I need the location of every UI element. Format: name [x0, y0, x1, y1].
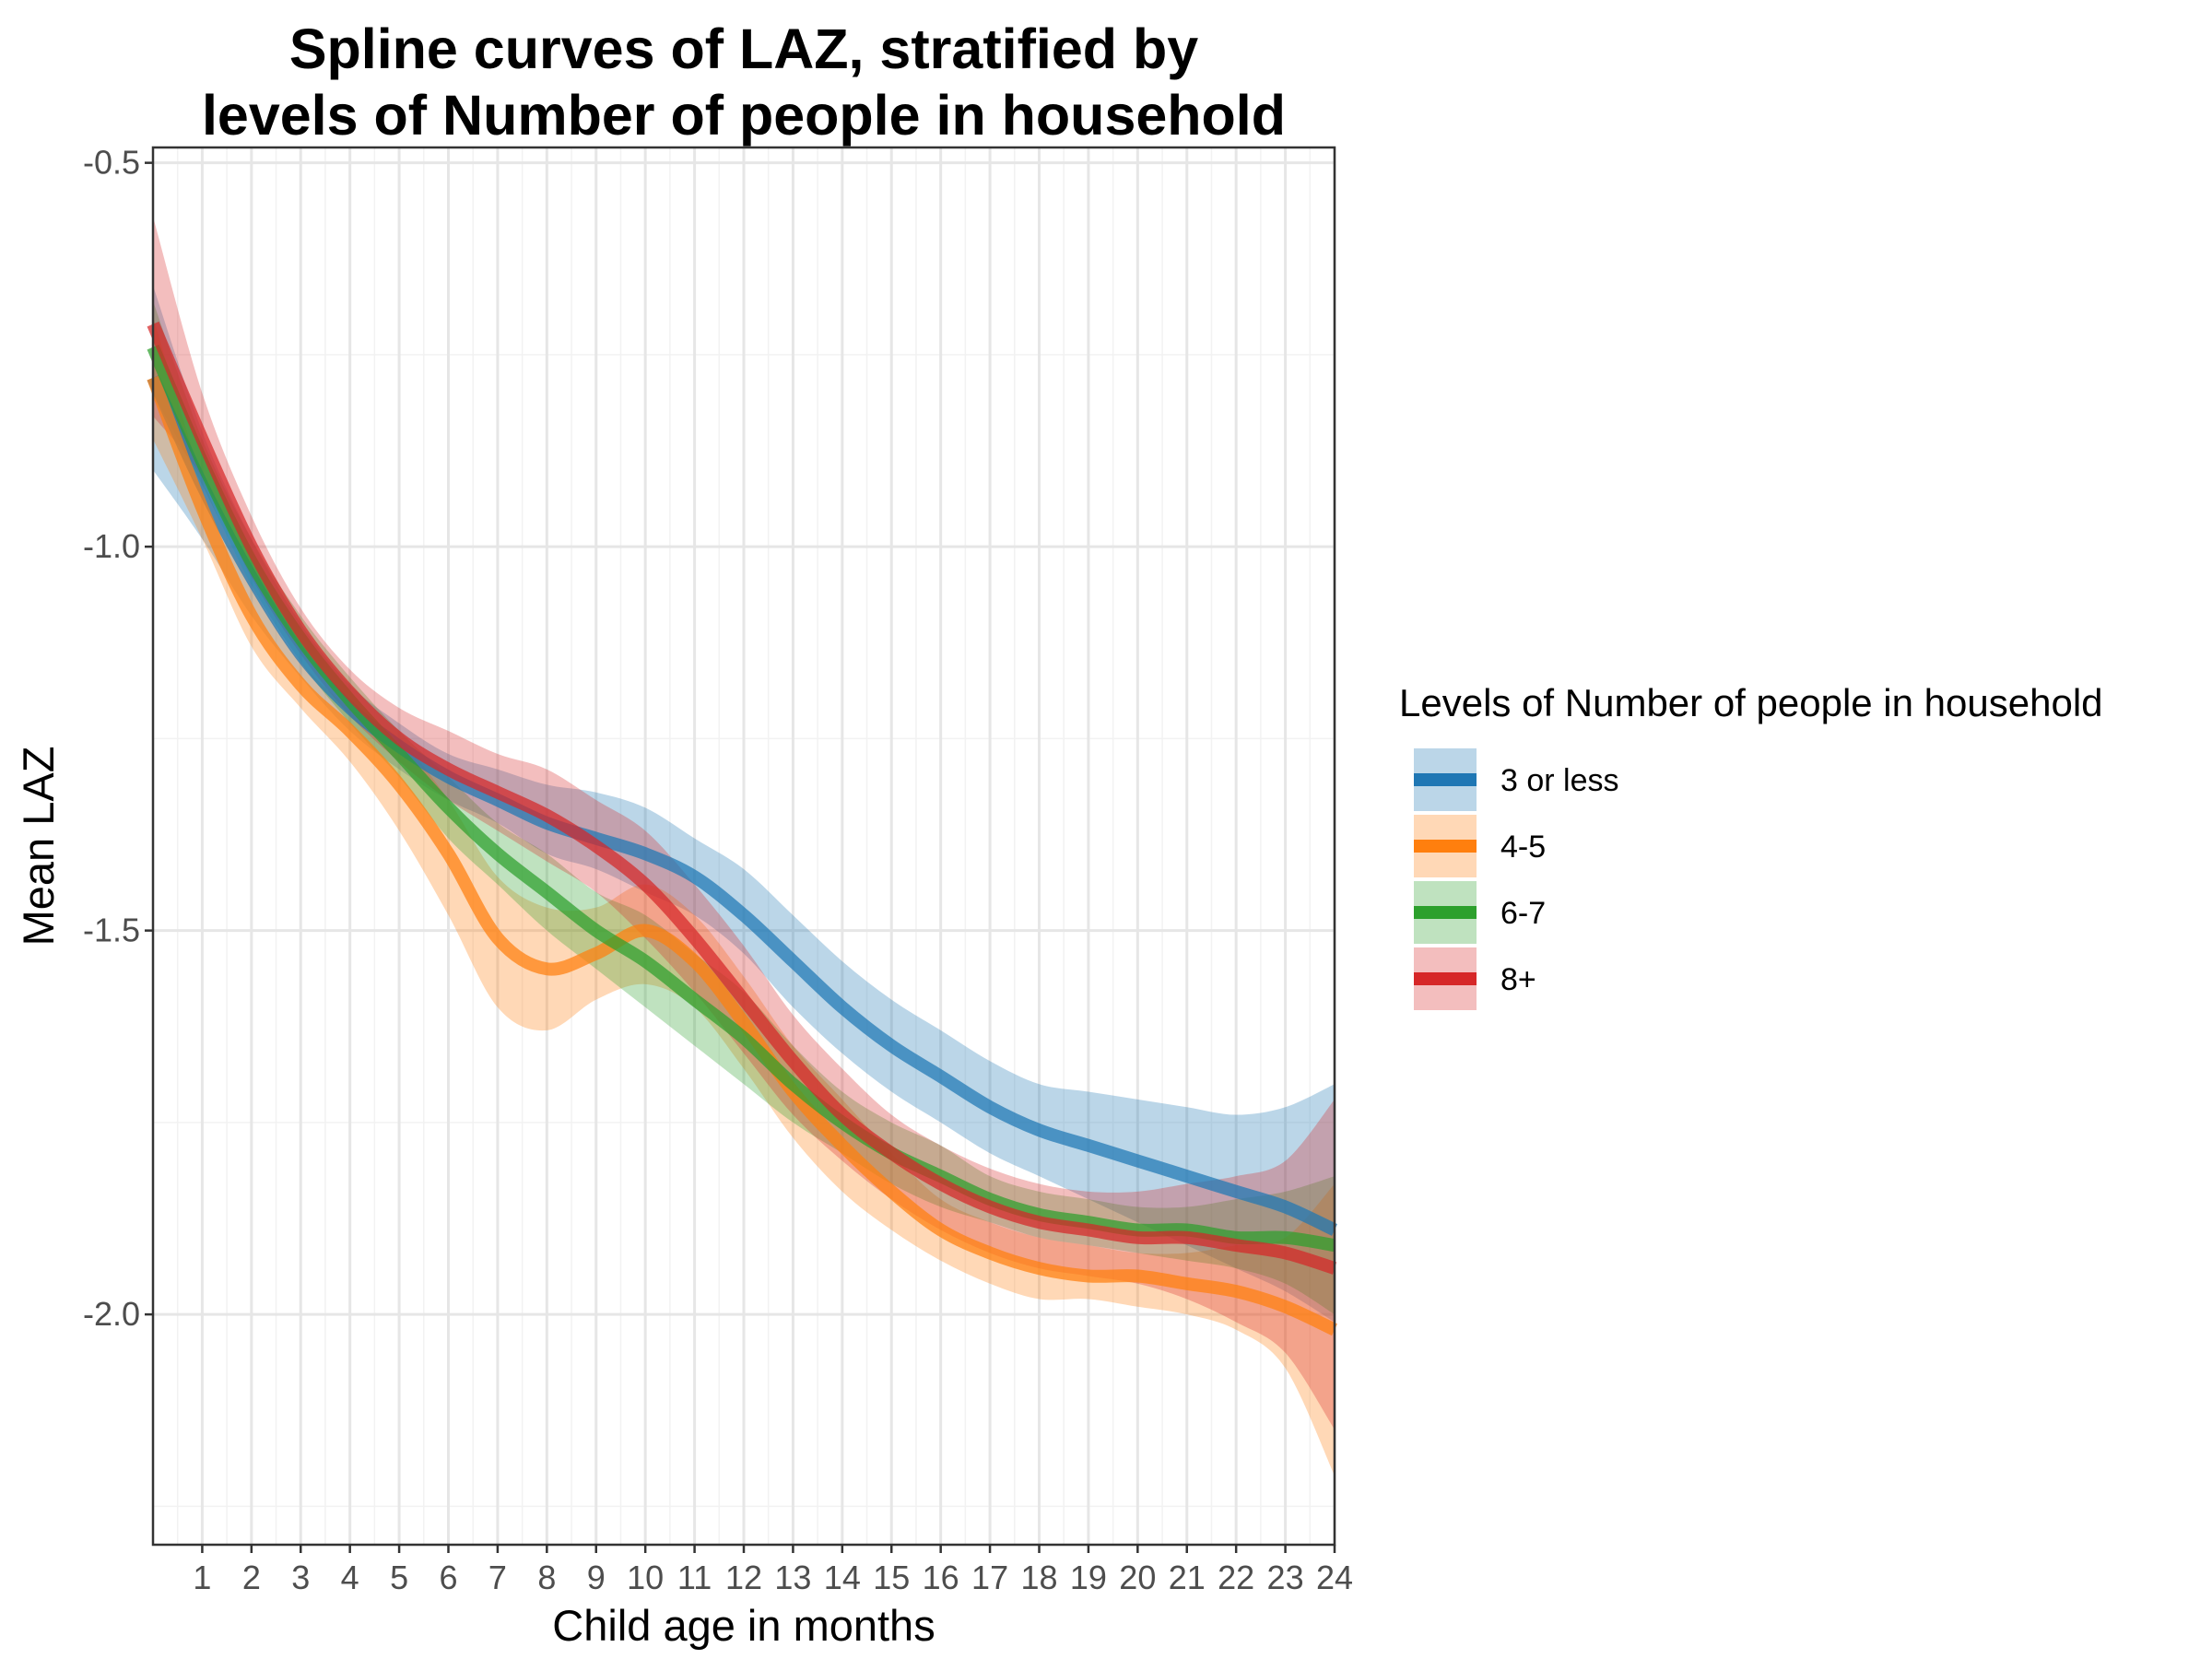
band-6-7	[153, 300, 1335, 1315]
legend: Levels of Number of people in household …	[1399, 681, 2103, 1010]
legend-item-3-or-less: 3 or less	[1414, 748, 1619, 811]
line-8	[147, 321, 1337, 1275]
x-tick-label: 1	[193, 1559, 211, 1596]
axis-ticks: -0.5-1.0-1.5-2.01 2 3 4 5 6 7 8 9 10 11 12 13 14 15 16 1…	[83, 144, 1353, 1596]
legend-item-4-5: 4-5	[1414, 815, 1546, 877]
x-tick-label: 21	[1169, 1559, 1206, 1596]
series-lines	[147, 321, 1338, 1336]
x-tick-label: 13	[774, 1559, 811, 1596]
x-tick-label: 22	[1218, 1559, 1254, 1596]
x-axis-title: Child age in months	[552, 1601, 935, 1650]
legend-item-6-7: 6-7	[1414, 881, 1546, 944]
x-tick-label: 8	[537, 1559, 556, 1596]
line-3-or-less	[147, 374, 1338, 1236]
x-tick-label: 24	[1316, 1559, 1353, 1596]
x-tick-label: 12	[725, 1559, 762, 1596]
grid-layer	[153, 147, 1336, 1545]
x-tick-label: 3	[291, 1559, 310, 1596]
legend-label: 8+	[1500, 962, 1536, 997]
x-tick-label: 11	[677, 1559, 712, 1596]
legend-label: 4-5	[1500, 830, 1546, 865]
x-tick-label: 9	[587, 1559, 606, 1596]
y-axis-title: Mean LAZ	[14, 747, 63, 947]
x-tick-label: 16	[923, 1559, 959, 1596]
x-tick-label: 17	[971, 1559, 1008, 1596]
x-tick-label: 7	[488, 1559, 507, 1596]
chart-title-line1: Spline curves of LAZ, stratified by	[289, 18, 1198, 80]
x-tick-label: 10	[627, 1559, 664, 1596]
legend-label: 3 or less	[1500, 763, 1619, 798]
legend-item-8: 8+	[1414, 947, 1536, 1010]
y-tick-label: -1.5	[83, 912, 140, 949]
y-tick-label: -1.0	[83, 527, 140, 565]
y-tick-label: -0.5	[83, 144, 140, 182]
chart-title-line2: levels of Number of people in household	[202, 84, 1286, 147]
band-8	[153, 216, 1335, 1430]
legend-title: Levels of Number of people in household	[1399, 681, 2103, 724]
x-tick-label: 23	[1267, 1559, 1304, 1596]
x-tick-label: 18	[1020, 1559, 1057, 1596]
x-tick-label: 6	[439, 1559, 457, 1596]
x-tick-label: 4	[341, 1559, 359, 1596]
x-tick-label: 2	[242, 1559, 261, 1596]
x-tick-label: 5	[390, 1559, 408, 1596]
legend-label: 6-7	[1500, 896, 1546, 931]
y-tick-label: -2.0	[83, 1295, 140, 1333]
confidence-bands	[153, 216, 1335, 1477]
line-4-5	[147, 375, 1338, 1336]
band-3-or-less	[153, 285, 1335, 1323]
x-tick-label: 15	[873, 1559, 910, 1596]
x-tick-label: 19	[1070, 1559, 1107, 1596]
x-tick-label: 14	[824, 1559, 861, 1596]
x-tick-label: 20	[1119, 1559, 1156, 1596]
